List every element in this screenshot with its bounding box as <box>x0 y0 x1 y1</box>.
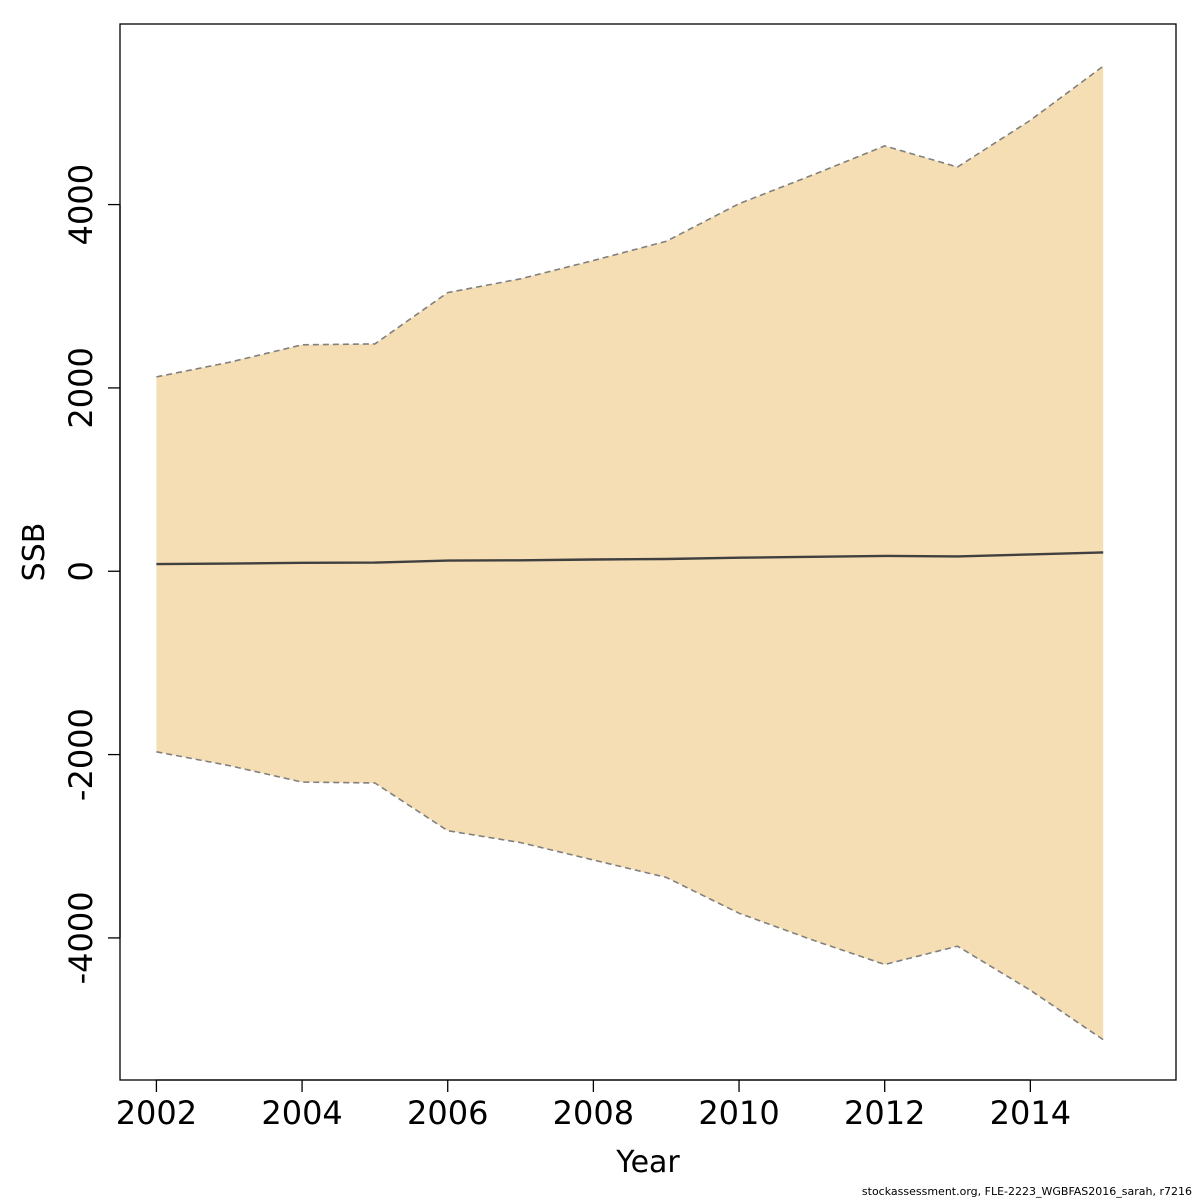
y-tick-label: -2000 <box>62 708 100 801</box>
x-tick-label: 2004 <box>261 1094 342 1132</box>
footer-credit: stockassessment.org, FLE-2223_WGBFAS2016… <box>861 1185 1192 1198</box>
x-axis: 2002 2004 2006 2008 2010 2012 2014 <box>116 1079 1071 1132</box>
estimate-line <box>156 551 1104 566</box>
x-tick-label: 2008 <box>553 1094 634 1132</box>
x-tick-label: 2002 <box>116 1094 197 1132</box>
y-tick-label: 0 <box>62 561 100 581</box>
y-tick-label: 2000 <box>62 347 100 428</box>
x-axis-title: Year <box>615 1145 680 1180</box>
x-tick-label: 2014 <box>990 1094 1071 1132</box>
y-axis: -4000 -2000 0 2000 4000 <box>62 164 121 984</box>
x-tick-label: 2006 <box>407 1094 488 1132</box>
y-axis-title: SSB <box>17 523 52 582</box>
confidence-band <box>156 66 1104 1040</box>
y-tick-label: 4000 <box>62 164 100 245</box>
x-tick-label: 2012 <box>844 1094 925 1132</box>
y-tick-label: -4000 <box>62 891 100 984</box>
plot-layer <box>156 65 1104 1041</box>
x-tick-label: 2010 <box>698 1094 779 1132</box>
upper-bound-line <box>156 65 1104 378</box>
lower-bound-line <box>156 751 1104 1041</box>
